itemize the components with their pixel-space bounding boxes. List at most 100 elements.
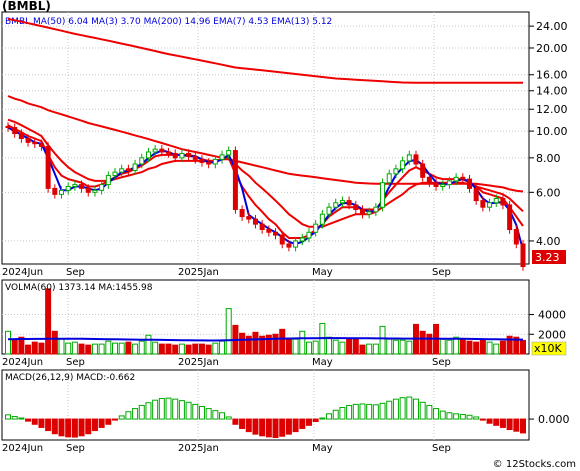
volume-bar — [386, 338, 393, 355]
candle-body — [520, 243, 526, 268]
copyright-text: © 12Stocks.com — [492, 459, 576, 470]
macd-bar — [185, 401, 192, 420]
x-axis-label: Sep — [66, 443, 85, 454]
volume-bar — [479, 339, 486, 355]
price-tick-label: 12.00 — [536, 103, 568, 116]
macd-bar — [386, 400, 393, 420]
macd-bar — [453, 413, 460, 420]
volume-bar — [212, 342, 219, 355]
volume-bar — [98, 343, 105, 355]
candle-body — [18, 133, 24, 139]
macd-bar — [138, 404, 145, 420]
candle-body — [239, 208, 245, 218]
volume-bar — [399, 339, 406, 355]
volume-bar — [192, 343, 199, 355]
volume-bar — [178, 343, 185, 355]
volume-bar — [185, 344, 192, 355]
volume-bar — [125, 341, 132, 355]
price-tick-label: 4.00 — [536, 235, 561, 248]
candle-body — [25, 137, 31, 143]
volume-ma-line — [7, 337, 523, 342]
volume-bar — [85, 344, 92, 355]
candle-body — [426, 176, 432, 184]
volume-bar — [453, 336, 460, 355]
candle-body — [466, 178, 472, 189]
candle-body — [206, 161, 212, 165]
candle-body — [433, 182, 439, 187]
candle-body — [179, 152, 185, 159]
volume-bar — [219, 340, 226, 355]
macd-bar — [71, 418, 78, 438]
macd-bar — [486, 418, 493, 424]
volume-bar — [312, 340, 319, 355]
volume-bar — [105, 340, 112, 355]
macd-bar — [426, 404, 433, 420]
candle-body — [125, 168, 131, 171]
volume-tick-label: 2000 — [538, 328, 566, 341]
candle-body — [65, 185, 71, 191]
x-axis-label: May — [312, 357, 333, 368]
candle-body — [313, 223, 319, 233]
volume-bar — [5, 330, 11, 355]
macd-bar — [265, 418, 272, 438]
volume-bar — [439, 338, 446, 355]
macd-bar — [352, 403, 359, 420]
series-ema-7 — [7, 124, 524, 239]
volume-bar — [51, 330, 58, 355]
candle-body — [12, 127, 18, 135]
candle-body — [306, 231, 312, 239]
candle-body — [359, 208, 365, 215]
volume-bar — [138, 340, 145, 355]
volume-bar — [172, 344, 179, 355]
macd-bar — [205, 408, 212, 420]
macd-bar — [252, 418, 259, 435]
macd-bar — [272, 418, 279, 438]
candle-body — [487, 202, 493, 208]
macd-bar — [78, 418, 85, 437]
macd-bar — [332, 409, 339, 420]
volume-bar — [239, 332, 246, 355]
x-axis-label: Sep — [432, 267, 451, 278]
x-axis-label: 2025Jan — [178, 443, 219, 454]
candle-body — [139, 157, 145, 165]
candle-body — [59, 189, 65, 195]
price-panel-frame — [1, 11, 530, 265]
volume-bar — [426, 333, 433, 355]
macd-bar — [178, 400, 185, 420]
volume-bar — [58, 338, 65, 355]
macd-bar — [259, 418, 266, 437]
candle-body — [266, 229, 272, 233]
volume-bar — [493, 343, 500, 355]
last-price-label: 3.23 — [535, 251, 560, 264]
macd-bar — [58, 418, 65, 437]
candle-body — [446, 180, 452, 186]
macd-bar — [198, 405, 205, 420]
price-tick-label: 6.00 — [536, 186, 561, 199]
candle-body — [460, 176, 466, 180]
x-axis-label: 2024Jun — [2, 267, 43, 278]
macd-bar — [412, 398, 419, 420]
volume-bar — [352, 337, 359, 355]
candle-body — [393, 168, 399, 175]
macd-bar — [279, 418, 286, 437]
candle-body — [386, 173, 392, 184]
macd-bar — [132, 408, 139, 420]
candle-body — [493, 197, 499, 204]
macd-bar — [38, 418, 45, 428]
macd-bar — [45, 418, 52, 432]
candle-body — [400, 160, 406, 170]
x-axis-label: Sep — [66, 267, 85, 278]
candle-body — [346, 200, 352, 206]
x-axis-label: 2024Jun — [2, 443, 43, 454]
candle-body — [92, 189, 98, 193]
macd-bar — [245, 418, 252, 433]
candle-body — [166, 151, 172, 154]
candle-body — [406, 154, 412, 162]
volume-bar — [506, 335, 513, 355]
volume-bar — [473, 341, 480, 355]
volume-bar — [225, 308, 232, 355]
candle-body — [199, 158, 205, 163]
macd-bar — [172, 398, 179, 420]
candle-body — [366, 211, 372, 215]
candle-body — [373, 206, 379, 213]
